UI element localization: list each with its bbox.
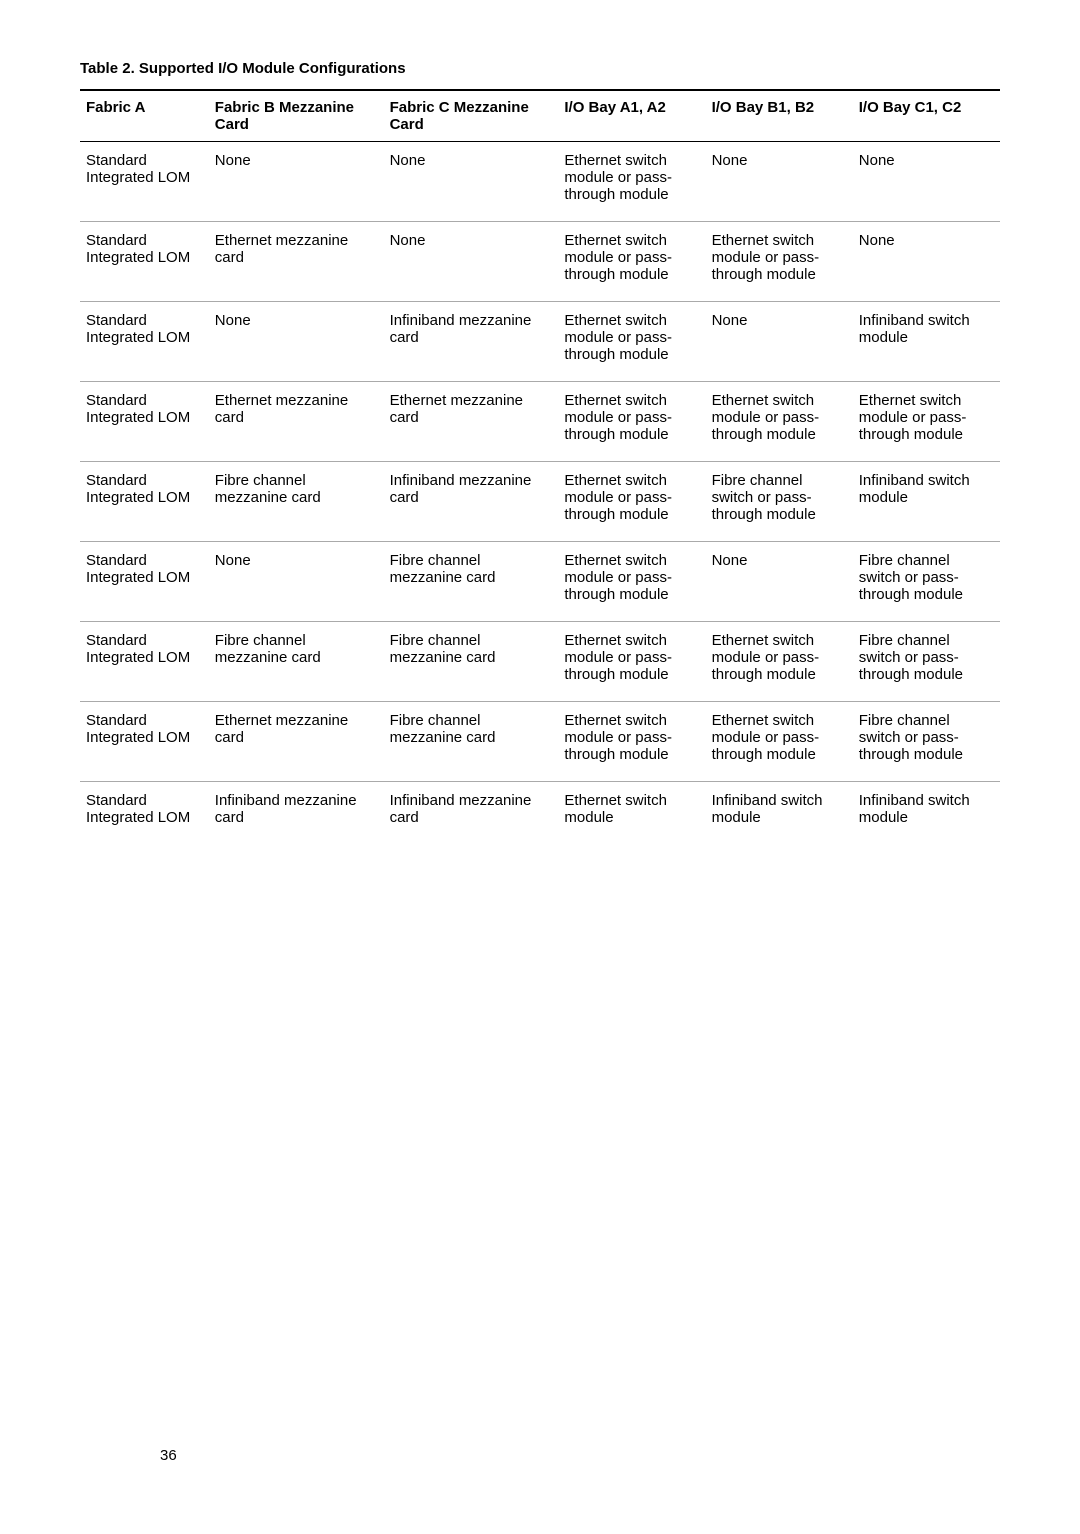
cell-bay-a: Ethernet switch module or pass-through m… xyxy=(558,702,705,782)
cell-bay-b: None xyxy=(706,302,853,382)
cell-bay-c: Infiniband switch module xyxy=(853,462,1000,542)
cell-bay-b: Ethernet switch module or pass-through m… xyxy=(706,382,853,462)
cell-fabric-b: None xyxy=(209,142,384,222)
cell-fabric-c: Fibre channel mezzanine card xyxy=(384,542,559,622)
cell-bay-a: Ethernet switch module or pass-through m… xyxy=(558,542,705,622)
table-header-row: Fabric A Fabric B Mezzanine Card Fabric … xyxy=(80,90,1000,142)
cell-bay-c: Infiniband switch module xyxy=(853,782,1000,845)
cell-fabric-a: Standard Integrated LOM xyxy=(80,222,209,302)
cell-fabric-c: Ethernet mezzanine card xyxy=(384,382,559,462)
col-header-bay-c: I/O Bay C1, C2 xyxy=(853,90,1000,142)
cell-fabric-a: Standard Integrated LOM xyxy=(80,542,209,622)
col-header-fabric-c: Fabric C Mezzanine Card xyxy=(384,90,559,142)
col-header-fabric-b: Fabric B Mezzanine Card xyxy=(209,90,384,142)
cell-fabric-b: Infiniband mezzanine card xyxy=(209,782,384,845)
cell-bay-a: Ethernet switch module xyxy=(558,782,705,845)
cell-fabric-c: None xyxy=(384,222,559,302)
cell-bay-c: Fibre channel switch or pass-through mod… xyxy=(853,702,1000,782)
io-module-config-table: Fabric A Fabric B Mezzanine Card Fabric … xyxy=(80,89,1000,844)
page-number: 36 xyxy=(160,1447,177,1464)
table-row: Standard Integrated LOM None Fibre chann… xyxy=(80,542,1000,622)
cell-fabric-c: Infiniband mezzanine card xyxy=(384,302,559,382)
cell-fabric-c: None xyxy=(384,142,559,222)
cell-bay-b: Ethernet switch module or pass-through m… xyxy=(706,702,853,782)
table-row: Standard Integrated LOM None Infiniband … xyxy=(80,302,1000,382)
table-row: Standard Integrated LOM Infiniband mezza… xyxy=(80,782,1000,845)
cell-fabric-c: Fibre channel mezzanine card xyxy=(384,622,559,702)
table-row: Standard Integrated LOM Ethernet mezzani… xyxy=(80,702,1000,782)
table-row: Standard Integrated LOM Ethernet mezzani… xyxy=(80,222,1000,302)
cell-fabric-b: None xyxy=(209,302,384,382)
cell-fabric-a: Standard Integrated LOM xyxy=(80,462,209,542)
col-header-bay-a: I/O Bay A1, A2 xyxy=(558,90,705,142)
cell-bay-b: None xyxy=(706,142,853,222)
cell-bay-b: None xyxy=(706,542,853,622)
cell-fabric-b: Ethernet mezzanine card xyxy=(209,702,384,782)
col-header-bay-b: I/O Bay B1, B2 xyxy=(706,90,853,142)
cell-bay-a: Ethernet switch module or pass-through m… xyxy=(558,462,705,542)
cell-fabric-a: Standard Integrated LOM xyxy=(80,622,209,702)
cell-bay-a: Ethernet switch module or pass-through m… xyxy=(558,622,705,702)
cell-fabric-b: Fibre channel mezzanine card xyxy=(209,462,384,542)
cell-fabric-a: Standard Integrated LOM xyxy=(80,782,209,845)
cell-fabric-a: Standard Integrated LOM xyxy=(80,382,209,462)
cell-bay-c: Fibre channel switch or pass-through mod… xyxy=(853,622,1000,702)
table-row: Standard Integrated LOM Fibre channel me… xyxy=(80,462,1000,542)
cell-fabric-c: Infiniband mezzanine card xyxy=(384,462,559,542)
cell-fabric-b: Fibre channel mezzanine card xyxy=(209,622,384,702)
cell-bay-a: Ethernet switch module or pass-through m… xyxy=(558,382,705,462)
table-row: Standard Integrated LOM Ethernet mezzani… xyxy=(80,382,1000,462)
cell-fabric-c: Infiniband mezzanine card xyxy=(384,782,559,845)
table-row: Standard Integrated LOM Fibre channel me… xyxy=(80,622,1000,702)
cell-fabric-b: Ethernet mezzanine card xyxy=(209,382,384,462)
cell-bay-b: Ethernet switch module or pass-through m… xyxy=(706,622,853,702)
cell-fabric-a: Standard Integrated LOM xyxy=(80,302,209,382)
cell-fabric-b: Ethernet mezzanine card xyxy=(209,222,384,302)
cell-bay-c: None xyxy=(853,222,1000,302)
cell-bay-b: Fibre channel switch or pass-through mod… xyxy=(706,462,853,542)
table-body: Standard Integrated LOM None None Ethern… xyxy=(80,142,1000,845)
cell-bay-b: Ethernet switch module or pass-through m… xyxy=(706,222,853,302)
cell-fabric-a: Standard Integrated LOM xyxy=(80,702,209,782)
table-row: Standard Integrated LOM None None Ethern… xyxy=(80,142,1000,222)
cell-bay-a: Ethernet switch module or pass-through m… xyxy=(558,302,705,382)
cell-bay-c: Fibre channel switch or pass-through mod… xyxy=(853,542,1000,622)
cell-bay-c: None xyxy=(853,142,1000,222)
cell-bay-c: Infiniband switch module xyxy=(853,302,1000,382)
cell-fabric-b: None xyxy=(209,542,384,622)
cell-bay-c: Ethernet switch module or pass-through m… xyxy=(853,382,1000,462)
cell-fabric-a: Standard Integrated LOM xyxy=(80,142,209,222)
col-header-fabric-a: Fabric A xyxy=(80,90,209,142)
cell-fabric-c: Fibre channel mezzanine card xyxy=(384,702,559,782)
cell-bay-a: Ethernet switch module or pass-through m… xyxy=(558,142,705,222)
cell-bay-b: Infiniband switch module xyxy=(706,782,853,845)
cell-bay-a: Ethernet switch module or pass-through m… xyxy=(558,222,705,302)
table-title: Table 2. Supported I/O Module Configurat… xyxy=(80,60,1000,77)
